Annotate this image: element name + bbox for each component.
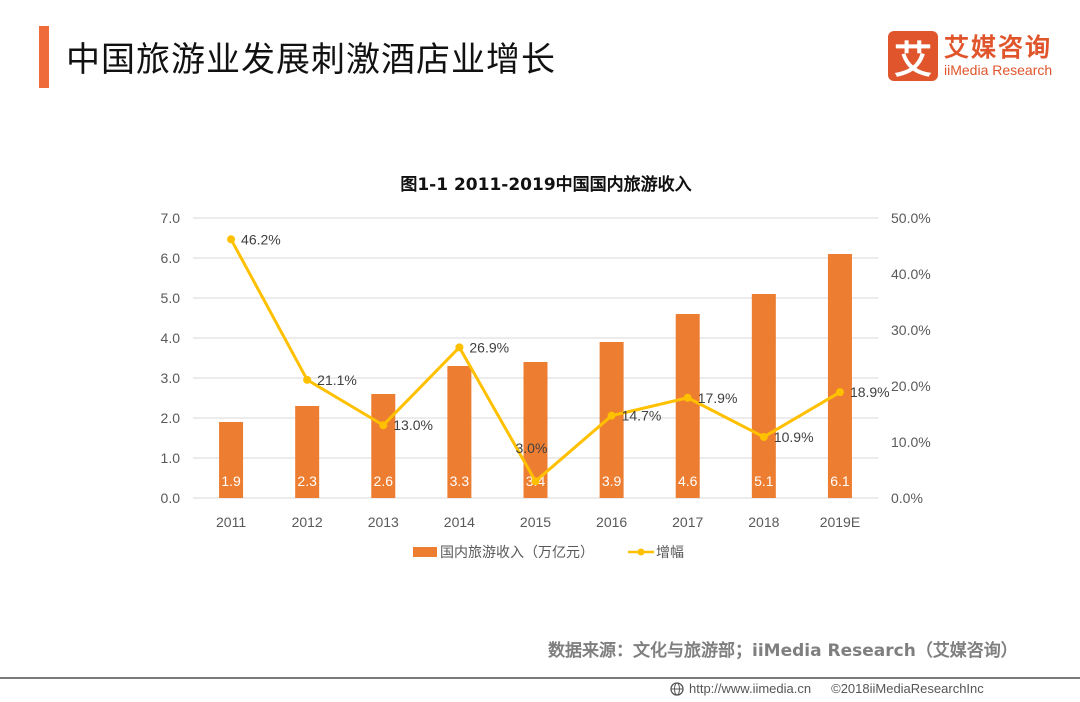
x-tick-label: 2013 — [368, 514, 399, 530]
left-tick-label: 7.0 — [161, 210, 181, 226]
growth-point-2011 — [227, 235, 236, 244]
growth-value-label: 17.9% — [698, 390, 738, 406]
right-axis: 0.0% 10.0% 20.0% 30.0% 40.0% 50.0% — [891, 210, 931, 506]
page-title: 中国旅游业发展刺激酒店业增长 — [66, 40, 556, 80]
legend: 国内旅游收入（万亿元） 增幅 — [413, 545, 684, 561]
x-axis: 2011 2012 2013 2014 2015 2016 2017 2018 2019E — [216, 514, 860, 530]
x-tick-label: 2019E — [820, 514, 860, 530]
bar-value-label: 3.3 — [450, 473, 470, 489]
copyright: ©2018iiMediaResearchInc — [831, 681, 984, 696]
bar-value-label: 2.3 — [297, 473, 317, 489]
logo-text: 艾媒咨询 iiMedia Research — [944, 33, 1053, 79]
x-tick-label: 2017 — [672, 514, 703, 530]
legend-bar-label: 国内旅游收入（万亿元） — [440, 545, 594, 561]
legend-bar-swatch — [413, 547, 437, 557]
bar-2019E — [827, 254, 852, 498]
legend-line-marker — [637, 548, 645, 556]
x-tick-label: 2016 — [596, 514, 627, 530]
growth-point-2013 — [379, 421, 388, 430]
growth-point-2015 — [531, 477, 540, 486]
growth-value-label: 3.0% — [516, 440, 548, 456]
growth-point-2014 — [455, 343, 464, 352]
growth-value-label: 46.2% — [241, 231, 281, 247]
right-tick-label: 30.0% — [891, 322, 931, 338]
combo-chart: 图1-1 2011-2019中国国内旅游收入 0.0 1.0 2.0 3.0 4.0 5.… — [161, 174, 931, 561]
left-tick-label: 2.0 — [161, 410, 181, 426]
growth-value-label: 18.9% — [850, 384, 890, 400]
website-link[interactable]: http://www.iimedia.cn — [689, 681, 812, 696]
right-tick-label: 50.0% — [891, 210, 931, 226]
bar-2011 — [219, 422, 244, 498]
left-tick-label: 0.0 — [161, 490, 181, 506]
footer-divider — [0, 677, 1080, 679]
bar-value-label: 6.1 — [830, 473, 850, 489]
line-series: 46.2% 21.1% 13.0% 26.9% 3.0% 14.7% 17.9% 10.9% 1… — [227, 231, 890, 486]
x-tick-label: 2014 — [444, 514, 475, 530]
legend-line-label: 增幅 — [656, 545, 684, 561]
left-tick-label: 6.0 — [161, 250, 181, 266]
globe-icon — [670, 681, 684, 696]
x-tick-label: 2011 — [216, 514, 246, 530]
right-tick-label: 20.0% — [891, 378, 931, 394]
growth-value-label: 10.9% — [774, 429, 814, 445]
logo-cn: 艾媒咨询 — [944, 33, 1053, 62]
growth-point-2018 — [759, 432, 768, 441]
left-tick-label: 1.0 — [161, 450, 181, 466]
growth-value-label: 14.7% — [622, 408, 662, 424]
growth-point-2016 — [607, 411, 616, 420]
bar-2012 — [295, 406, 320, 498]
footer: http://www.iimedia.cn ©2018iiMediaResear… — [670, 681, 984, 696]
bar-value-label: 5.1 — [754, 473, 774, 489]
bar-value-label: 2.6 — [374, 473, 394, 489]
left-tick-label: 5.0 — [161, 290, 181, 306]
bar-2016 — [599, 342, 624, 498]
bar-2017 — [675, 314, 700, 498]
iimedia-logo: 艾 艾媒咨询 iiMedia Research — [888, 30, 1052, 82]
growth-point-2017 — [683, 393, 692, 402]
growth-point-2012 — [303, 375, 312, 384]
left-axis: 0.0 1.0 2.0 3.0 4.0 5.0 6.0 7.0 — [161, 210, 181, 506]
bar-value-label: 1.9 — [221, 473, 241, 489]
x-tick-label: 2012 — [292, 514, 323, 530]
bar-series: 1.92.32.63.33.43.94.65.16.1 — [219, 254, 852, 498]
right-tick-label: 0.0% — [891, 490, 923, 506]
growth-point-2019E — [835, 388, 844, 397]
growth-value-label: 26.9% — [469, 339, 509, 355]
bar-2013 — [371, 394, 396, 498]
right-tick-label: 10.0% — [891, 434, 931, 450]
left-tick-label: 3.0 — [161, 370, 181, 386]
logo-mark-icon: 艾 — [888, 31, 938, 82]
left-tick-label: 4.0 — [161, 330, 181, 346]
growth-value-label: 21.1% — [317, 372, 357, 388]
chart-title: 图1-1 2011-2019中国国内旅游收入 — [400, 174, 691, 195]
right-tick-label: 40.0% — [891, 266, 931, 282]
growth-value-label: 13.0% — [393, 417, 433, 433]
data-source: 数据来源：文化与旅游部；iiMedia Research（艾媒咨询） — [548, 641, 1018, 661]
x-tick-label: 2018 — [748, 514, 779, 530]
bar-2018 — [751, 294, 776, 498]
logo-en: iiMedia Research — [944, 62, 1053, 78]
bar-value-label: 3.9 — [602, 473, 622, 489]
bar-2014 — [447, 366, 472, 498]
bar-value-label: 4.6 — [678, 473, 698, 489]
title-accent-bar — [39, 26, 49, 88]
x-tick-label: 2015 — [520, 514, 551, 530]
